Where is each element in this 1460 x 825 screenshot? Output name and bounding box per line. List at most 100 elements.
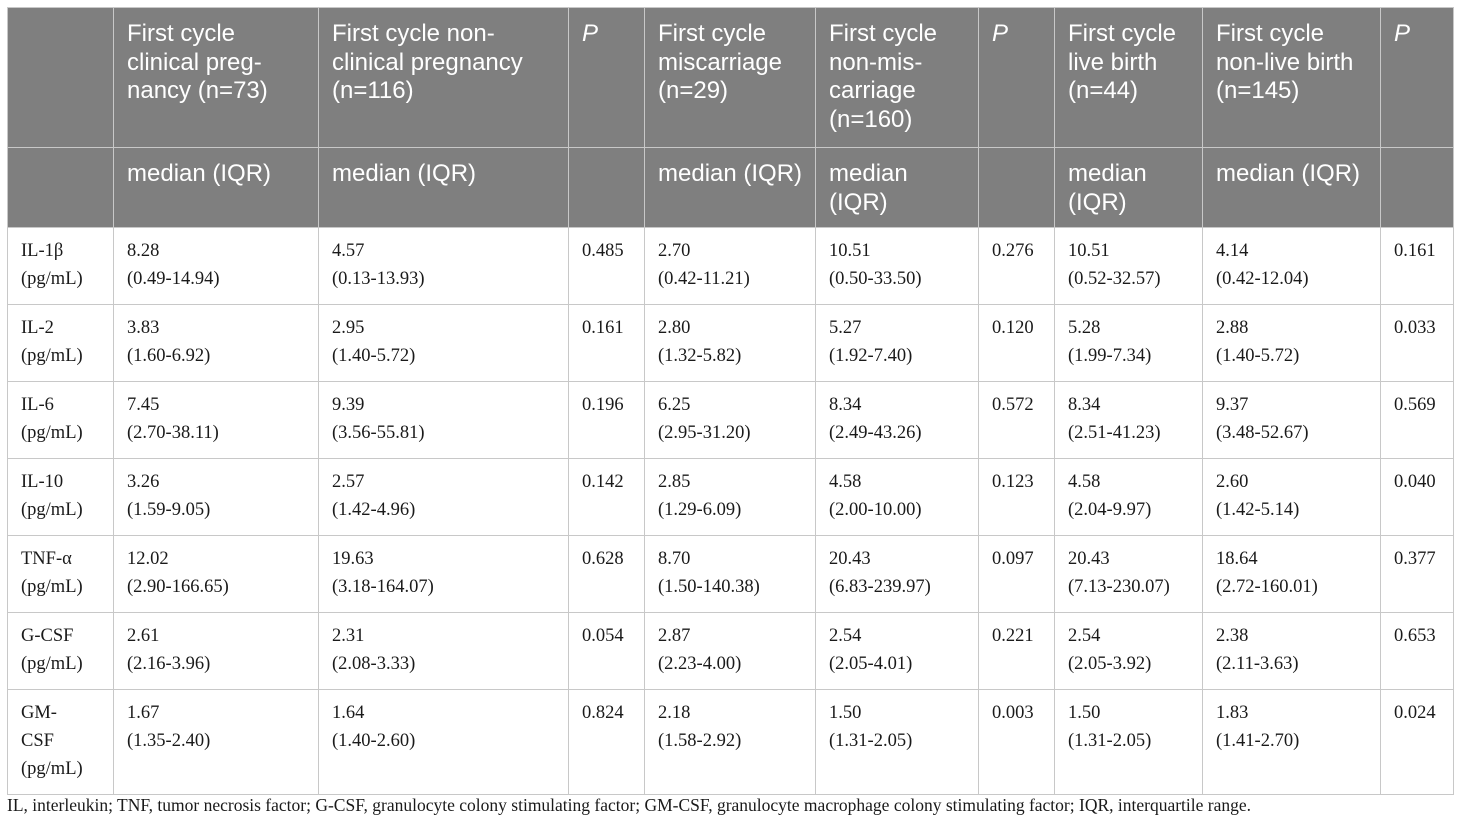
row-label-cell: G-CSF (pg/mL) (7, 612, 114, 690)
p-value: 0.054 (582, 626, 624, 646)
median-iqr-cell: 4.58 (2.00-10.00) (815, 458, 979, 536)
p-value-cell: 0.377 (1380, 535, 1454, 613)
iqr-range: (1.92-7.40) (829, 346, 913, 366)
median-value: 8.34 (1068, 395, 1101, 415)
median-value: 3.26 (127, 472, 160, 492)
p-value-cell: 0.024 (1380, 689, 1454, 795)
p-value-cell: 0.572 (978, 381, 1055, 459)
row-label-line: IL-1β (21, 241, 64, 261)
row-label-line: CSF (21, 731, 54, 751)
median-iqr-cell: 2.57 (1.42-4.96) (318, 458, 569, 536)
row-label-line: (pg/mL) (21, 423, 83, 443)
median-value: 20.43 (829, 549, 871, 569)
median-value: 1.64 (332, 703, 365, 723)
row-label-line: (pg/mL) (21, 654, 83, 674)
median-value: 2.54 (829, 626, 862, 646)
median-value: 2.54 (1068, 626, 1101, 646)
p-value-cell: 0.142 (568, 458, 645, 536)
iqr-range: (1.60-6.92) (127, 346, 211, 366)
stat-cell-blank (568, 147, 645, 228)
p-value: 0.653 (1394, 626, 1436, 646)
iqr-range: (1.59-9.05) (127, 500, 211, 520)
cytokine-outcome-table: First cycle clinical preg-nancy (n=73) F… (7, 7, 1454, 795)
row-label-line: (pg/mL) (21, 759, 83, 779)
p-value: 0.097 (992, 549, 1034, 569)
header-p-value-miscarriage: P (978, 7, 1055, 148)
median-iqr-cell: 6.25 (2.95-31.20) (644, 381, 816, 459)
header-cell-blank (7, 7, 114, 148)
header-non-miscarriage: First cycle non-mis-carriage (n=160) (815, 7, 979, 148)
median-value: 2.95 (332, 318, 365, 338)
p-value-cell: 0.161 (1380, 227, 1454, 305)
stat-cell-blank (7, 147, 114, 228)
row-label-line: G-CSF (21, 626, 74, 646)
median-iqr-cell: 20.43 (7.13-230.07) (1054, 535, 1203, 613)
iqr-range: (1.42-4.96) (332, 500, 416, 520)
iqr-range: (2.23-4.00) (658, 654, 742, 674)
median-iqr-cell: 2.85 (1.29-6.09) (644, 458, 816, 536)
median-value: 5.27 (829, 318, 862, 338)
header-miscarriage: First cycle miscarriage (n=29) (644, 7, 816, 148)
header-non-clinical-pregnancy: First cycle non-clinical pregnancy (n=11… (318, 7, 569, 148)
iqr-range: (2.16-3.96) (127, 654, 211, 674)
median-iqr-cell: 2.18 (1.58-2.92) (644, 689, 816, 795)
p-value-cell: 0.033 (1380, 304, 1454, 382)
stat-cell: median (IQR) (318, 147, 569, 228)
p-value-cell: 0.003 (978, 689, 1055, 795)
median-iqr-cell: 7.45 (2.70-38.11) (113, 381, 319, 459)
iqr-range: (1.42-5.14) (1216, 500, 1300, 520)
median-value: 2.70 (658, 241, 691, 261)
p-value-cell: 0.569 (1380, 381, 1454, 459)
p-value: 0.142 (582, 472, 624, 492)
stat-cell: median (IQR) (1054, 147, 1203, 228)
median-iqr-cell: 2.87 (2.23-4.00) (644, 612, 816, 690)
p-value-cell: 0.123 (978, 458, 1055, 536)
iqr-range: (2.00-10.00) (829, 500, 922, 520)
iqr-range: (2.51-41.23) (1068, 423, 1161, 443)
median-iqr-cell: 3.83 (1.60-6.92) (113, 304, 319, 382)
p-label: P (992, 20, 1009, 47)
iqr-range: (1.29-6.09) (658, 500, 742, 520)
p-value-cell: 0.120 (978, 304, 1055, 382)
table-row: G-CSF (pg/mL) 2.61 (2.16-3.96) 2.31 (2.08-3.3… (7, 612, 1454, 690)
median-value: 8.70 (658, 549, 691, 569)
iqr-range: (2.90-166.65) (127, 577, 229, 597)
median-value: 1.50 (1068, 703, 1101, 723)
iqr-range: (1.35-2.40) (127, 731, 211, 751)
median-iqr-cell: 18.64 (2.72-160.01) (1202, 535, 1381, 613)
stat-cell: median (IQR) (1202, 147, 1381, 228)
table-row: IL-6 (pg/mL) 7.45 (2.70-38.11) 9.39 (3.56-55.… (7, 381, 1454, 459)
iqr-range: (2.05-3.92) (1068, 654, 1152, 674)
header-row-groups: First cycle clinical preg-nancy (n=73) F… (7, 7, 1454, 148)
header-non-live-birth: First cycle non-live birth (n=145) (1202, 7, 1381, 148)
p-value: 0.196 (582, 395, 624, 415)
iqr-range: (3.18-164.07) (332, 577, 434, 597)
p-value: 0.485 (582, 241, 624, 261)
median-value: 1.50 (829, 703, 862, 723)
median-iqr-cell: 12.02 (2.90-166.65) (113, 535, 319, 613)
median-value: 1.83 (1216, 703, 1249, 723)
median-value: 9.37 (1216, 395, 1249, 415)
median-iqr-cell: 9.37 (3.48-52.67) (1202, 381, 1381, 459)
iqr-range: (2.08-3.33) (332, 654, 416, 674)
iqr-range: (1.32-5.82) (658, 346, 742, 366)
median-iqr-cell: 2.31 (2.08-3.33) (318, 612, 569, 690)
iqr-range: (0.50-33.50) (829, 269, 922, 289)
iqr-range: (1.40-2.60) (332, 731, 416, 751)
p-value: 0.628 (582, 549, 624, 569)
median-iqr-cell: 2.54 (2.05-3.92) (1054, 612, 1203, 690)
median-iqr-cell: 4.58 (2.04-9.97) (1054, 458, 1203, 536)
median-iqr-cell: 2.70 (0.42-11.21) (644, 227, 816, 305)
median-value: 20.43 (1068, 549, 1110, 569)
iqr-range: (2.05-4.01) (829, 654, 913, 674)
table-row: IL-10 (pg/mL) 3.26 (1.59-9.05) 2.57 (1.42-4.9… (7, 458, 1454, 536)
median-iqr-cell: 2.61 (2.16-3.96) (113, 612, 319, 690)
table-footnote: IL, interleukin; TNF, tumor necrosis fac… (7, 795, 1252, 815)
p-value: 0.377 (1394, 549, 1436, 569)
median-value: 9.39 (332, 395, 365, 415)
median-iqr-cell: 8.34 (2.51-41.23) (1054, 381, 1203, 459)
header-live-birth: First cycle live birth (n=44) (1054, 7, 1203, 148)
median-iqr-cell: 1.50 (1.31-2.05) (815, 689, 979, 795)
row-label-cell: IL-1β (pg/mL) (7, 227, 114, 305)
iqr-range: (0.13-13.93) (332, 269, 425, 289)
